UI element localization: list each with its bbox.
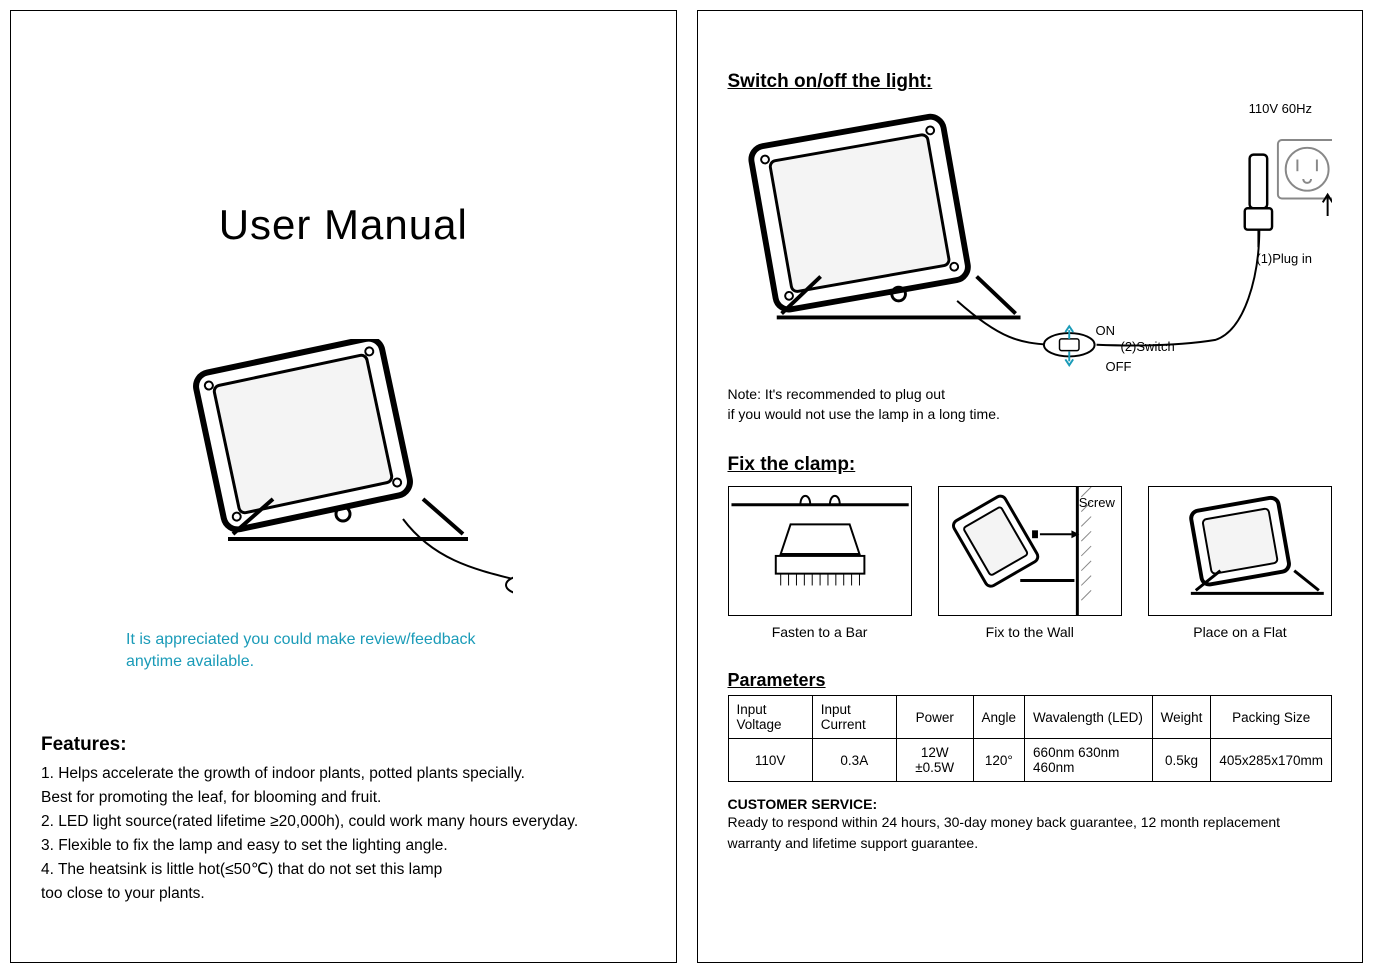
clamp-caption: Fix to the Wall — [938, 624, 1122, 640]
clamp-caption: Place on a Flat — [1148, 624, 1332, 640]
note-line1: Note: It's recommended to plug out — [728, 386, 945, 402]
screw-label: Screw — [1079, 495, 1115, 510]
feature-line: Best for promoting the leaf, for bloomin… — [41, 786, 646, 810]
param-value: 660nm 630nm 460nm — [1025, 739, 1153, 782]
features-list: 1. Helps accelerate the growth of indoor… — [41, 762, 646, 906]
features-heading: Features: — [41, 734, 646, 756]
page-left: User Manual It is appreciated you — [10, 10, 677, 963]
on-label: ON — [1096, 323, 1116, 338]
parameters-table: Input Voltage Input Current Power Angle … — [728, 695, 1333, 782]
fix-clamp-heading: Fix the clamp: — [728, 454, 1333, 476]
manual-title: User Manual — [41, 201, 646, 249]
param-header: Wavalength (LED) — [1025, 696, 1153, 739]
parameters-heading: Parameters — [728, 670, 1333, 691]
customer-service-body: Ready to respond within 24 hours, 30-day… — [728, 812, 1333, 854]
param-value: 110V — [728, 739, 812, 782]
param-value: 0.5kg — [1152, 739, 1211, 782]
param-header: Packing Size — [1211, 696, 1332, 739]
param-header: Input Current — [812, 696, 896, 739]
param-value: 120° — [973, 739, 1025, 782]
clamp-caption: Fasten to a Bar — [728, 624, 912, 640]
clamp-row: Fasten to a Bar — [728, 486, 1333, 640]
param-value: 405x285x170mm — [1211, 739, 1332, 782]
lamp-illustration — [173, 339, 513, 619]
plugin-label: (1)Plug in — [1256, 251, 1312, 266]
review-line2: anytime available. — [126, 653, 254, 670]
review-line1: It is appreciated you could make review/… — [126, 631, 476, 648]
param-header: Angle — [973, 696, 1025, 739]
param-value: 12W ±0.5W — [896, 739, 973, 782]
note-line2: if you would not use the lamp in a long … — [728, 406, 1000, 422]
feature-line: 3. Flexible to fix the lamp and easy to … — [41, 834, 646, 858]
page-right: Switch on/off the light: — [697, 10, 1364, 963]
clamp-box-bar: Fasten to a Bar — [728, 486, 912, 640]
table-row-values: 110V 0.3A 12W ±0.5W 120° 660nm 630nm 460… — [728, 739, 1332, 782]
switch-heading: Switch on/off the light: — [728, 71, 1333, 93]
table-row-header: Input Voltage Input Current Power Angle … — [728, 696, 1332, 739]
off-label: OFF — [1106, 359, 1132, 374]
param-value: 0.3A — [812, 739, 896, 782]
feature-line: 4. The heatsink is little hot(≤50℃) that… — [41, 858, 646, 882]
plug-spec-label: 110V 60Hz — [1249, 101, 1312, 116]
customer-service-heading: CUSTOMER SERVICE: — [728, 796, 1333, 812]
param-header: Input Voltage — [728, 696, 812, 739]
review-feedback-text: It is appreciated you could make review/… — [126, 629, 646, 674]
switch-illustration: 110V 60Hz (1)Plug in ON (2)Switch OFF — [728, 101, 1333, 381]
plug-note: Note: It's recommended to plug out if yo… — [728, 385, 1333, 424]
feature-line: 1. Helps accelerate the growth of indoor… — [41, 762, 646, 786]
param-header: Weight — [1152, 696, 1211, 739]
clamp-box-wall: Screw Fix to the Wall — [938, 486, 1122, 640]
switch-step-label: (2)Switch — [1121, 339, 1175, 354]
feature-line: 2. LED light source(rated lifetime ≥20,0… — [41, 810, 646, 834]
feature-line: too close to your plants. — [41, 882, 646, 906]
param-header: Power — [896, 696, 973, 739]
clamp-box-flat: Place on a Flat — [1148, 486, 1332, 640]
